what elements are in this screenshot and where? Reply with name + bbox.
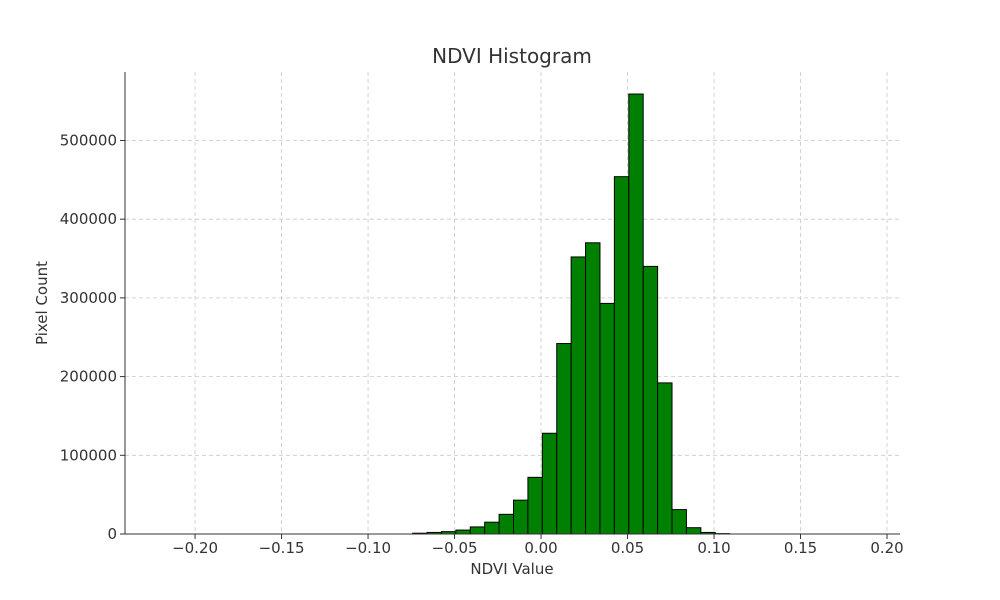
x-tick-label: 0.20	[870, 539, 903, 557]
y-tick-label: 400000	[60, 210, 117, 228]
histogram-bar	[484, 521, 500, 535]
x-tick-label: 0.15	[784, 539, 817, 557]
y-axis-label: Pixel Count	[33, 261, 51, 345]
histogram-bar	[671, 509, 687, 535]
y-tick-label: 300000	[60, 289, 117, 307]
ticks-layer: −0.20 −0.15 −0.10 −0.05 0.00 0.05 0.10 0.15 0.20…	[60, 131, 904, 557]
y-tick-label: 0	[107, 525, 117, 543]
bars-layer	[412, 93, 731, 535]
chart-title: NDVI Histogram	[432, 44, 592, 68]
histogram-bar	[513, 499, 529, 535]
histogram-bar	[685, 527, 702, 535]
x-tick-label: −0.15	[259, 539, 305, 557]
x-tick-label: −0.10	[345, 539, 391, 557]
histogram-bar	[657, 382, 673, 535]
histogram-bar	[585, 242, 601, 535]
histogram-bar	[527, 476, 543, 535]
y-tick-label: 200000	[60, 368, 117, 386]
histogram-bar	[599, 302, 615, 535]
histogram-bar	[541, 432, 558, 535]
histogram-bar	[455, 529, 471, 535]
axes-layer	[124, 72, 900, 535]
x-axis-label: NDVI Value	[470, 560, 553, 578]
x-tick-label: 0.10	[697, 539, 730, 557]
histogram-bar	[570, 256, 587, 535]
grid-layer	[125, 72, 900, 535]
histogram-bar	[642, 265, 659, 535]
histogram-bar	[628, 93, 644, 535]
x-tick-label: 0.05	[611, 539, 644, 557]
histogram-bar	[556, 343, 572, 535]
y-tick-label: 100000	[60, 446, 117, 464]
x-tick-label: −0.05	[432, 539, 478, 557]
x-tick-label: −0.20	[172, 539, 218, 557]
histogram-bar	[469, 526, 486, 535]
histogram-bar	[498, 513, 515, 535]
x-tick-label: 0.00	[524, 539, 557, 557]
histogram-bar	[613, 176, 630, 535]
y-tick-label: 500000	[60, 131, 117, 149]
